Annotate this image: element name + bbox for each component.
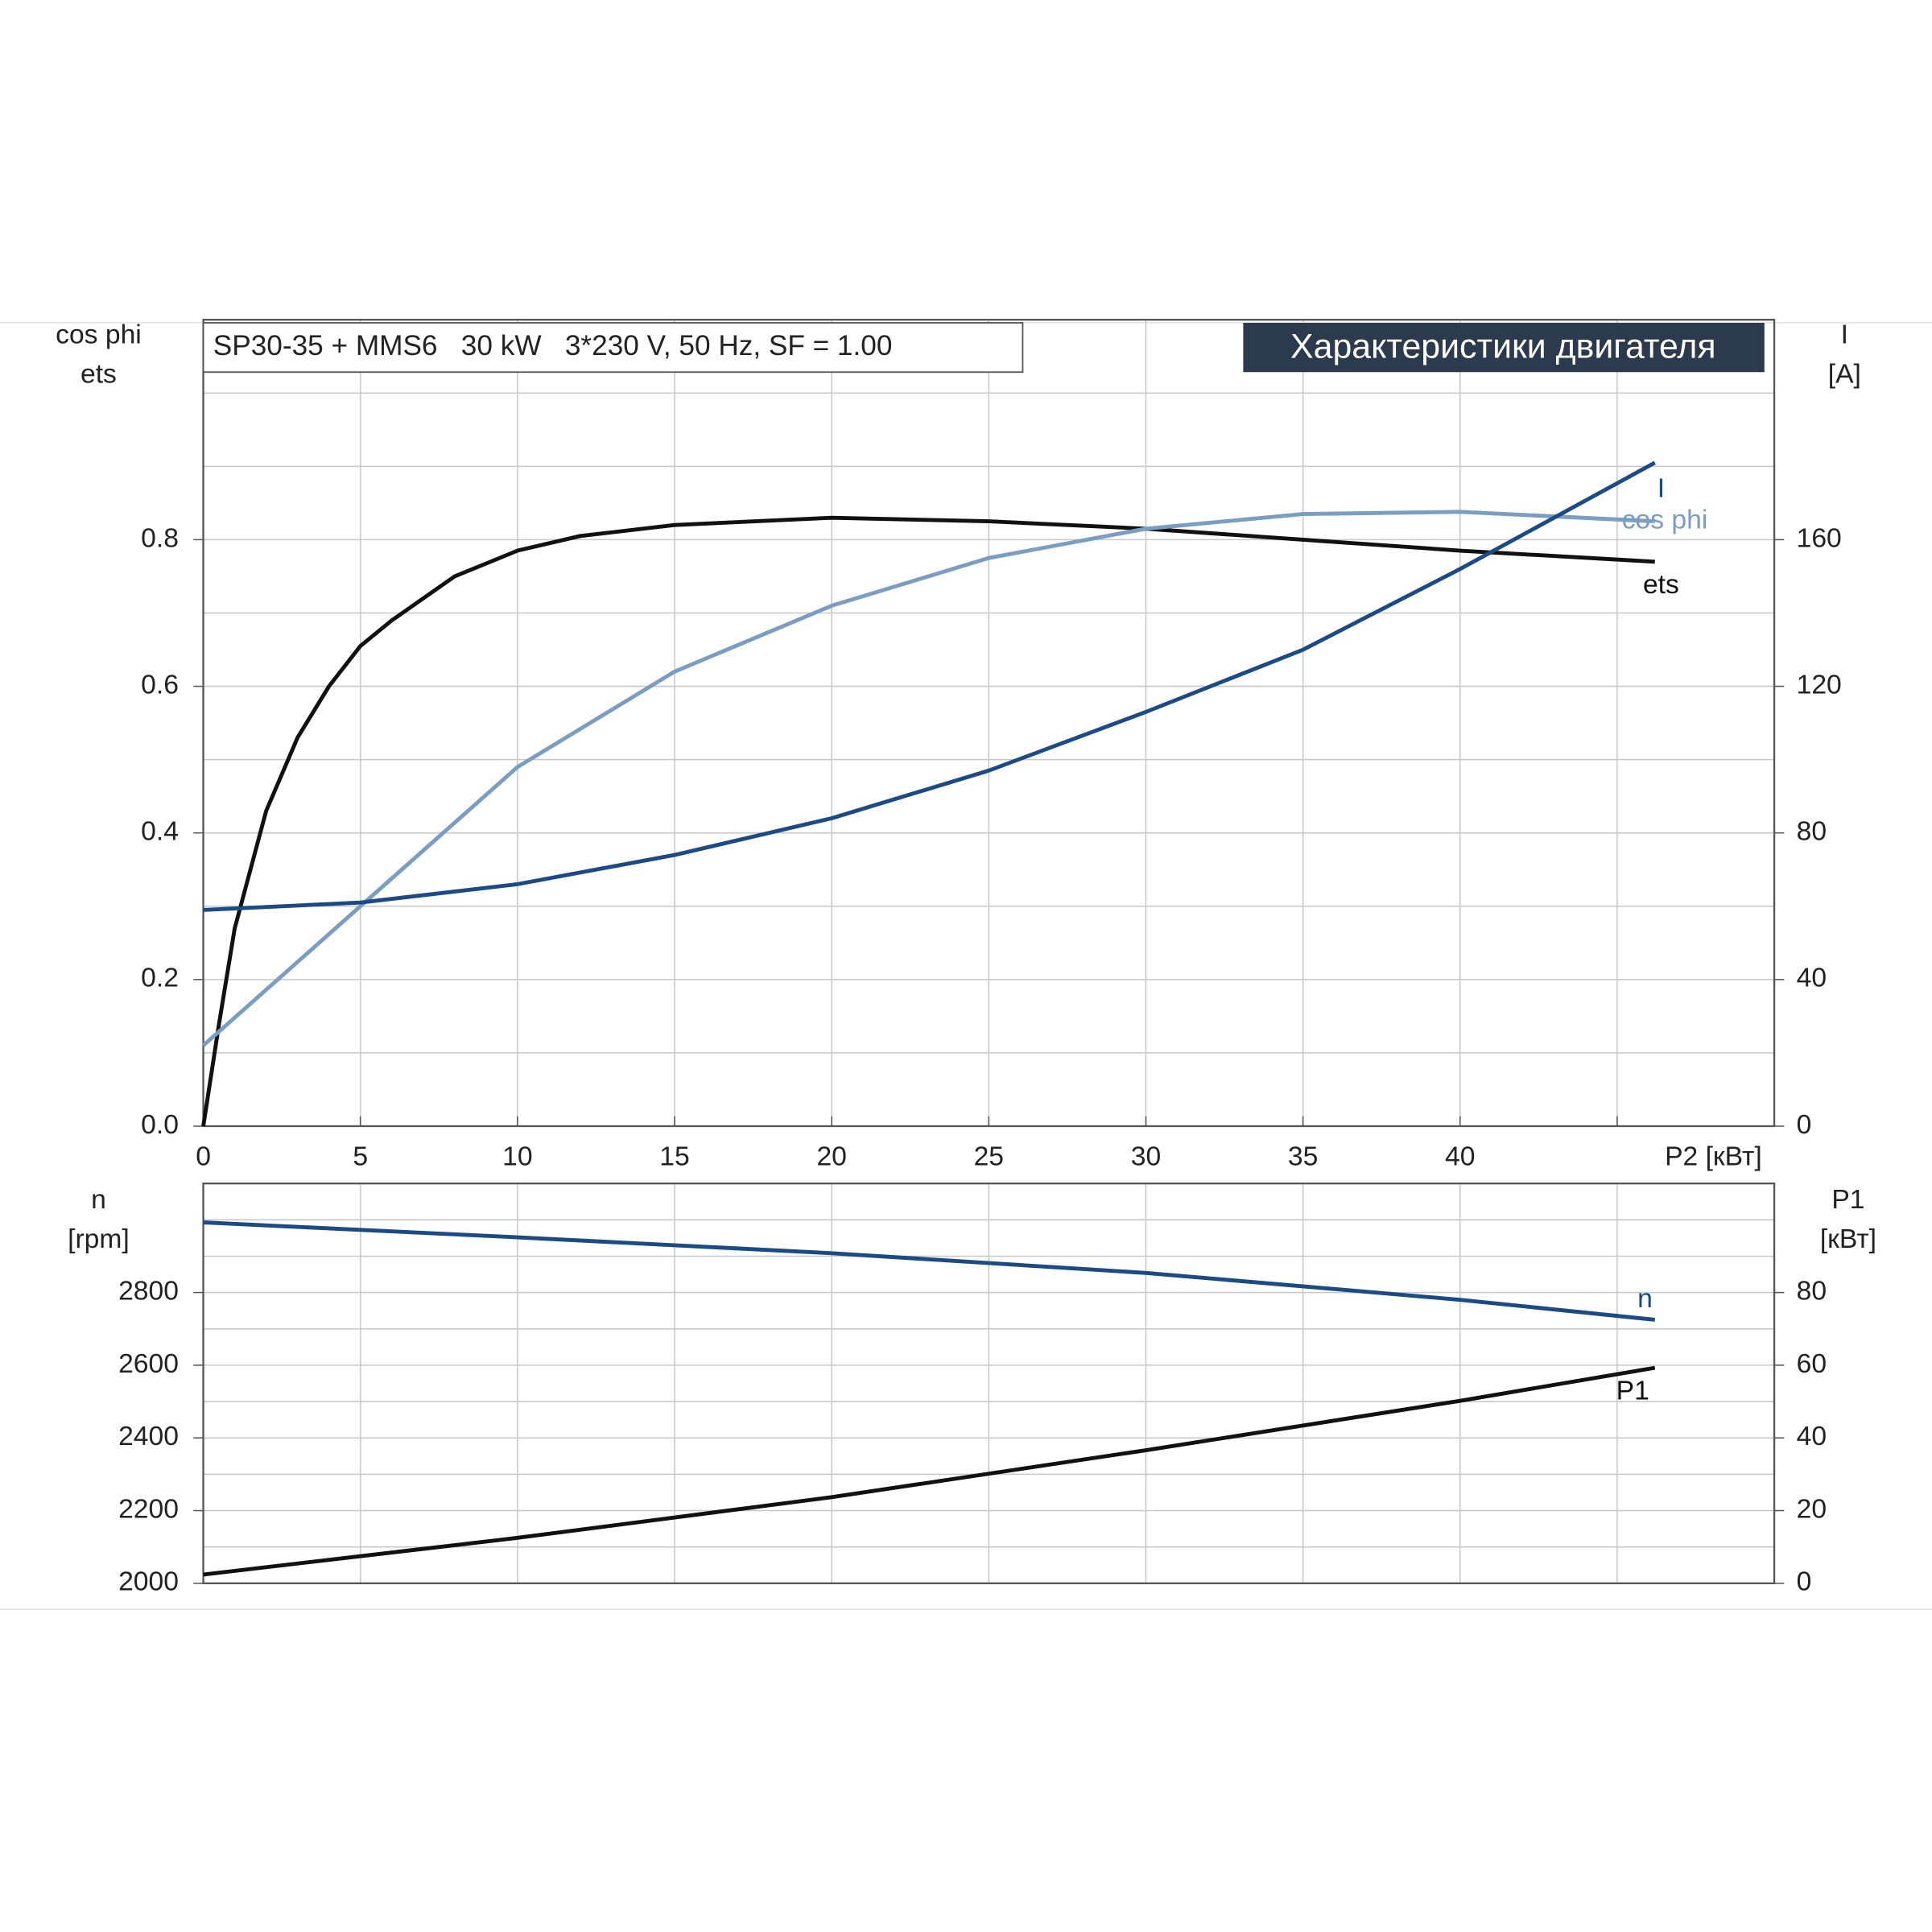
y2-axis-label: [A] <box>1828 360 1861 390</box>
x-tick-label: 30 <box>1131 1142 1161 1172</box>
series-label: I <box>1657 473 1665 503</box>
header-box <box>202 322 1024 374</box>
y-tick-label: 0.4 <box>141 817 179 847</box>
x-tick-label: 10 <box>502 1142 532 1172</box>
series-label: P1 <box>1616 1377 1649 1406</box>
y-tick-label: 0.8 <box>141 523 179 553</box>
header: SP30-35 + MMS6 30 kW 3*230 V, 50 Hz, SF … <box>213 330 893 361</box>
y2-axis-label: P1 <box>1831 1185 1864 1215</box>
x-tick-label: 20 <box>816 1142 846 1172</box>
y-tick-label: 2000 <box>118 1567 179 1597</box>
y2-tick-label: 120 <box>1797 670 1842 700</box>
series-label: cos phi <box>1622 506 1708 535</box>
plot-frame <box>202 1183 1776 1584</box>
y2-tick-label: 40 <box>1797 1422 1827 1451</box>
series-line <box>201 510 1655 1047</box>
title-box <box>1243 323 1765 373</box>
x-tick-label: 25 <box>974 1142 1004 1172</box>
x-axis-label: P2 [кВт] <box>1665 1142 1762 1172</box>
series-line <box>201 515 1655 1127</box>
y2-axis-label: I <box>1841 320 1848 350</box>
x-tick-label: 5 <box>353 1142 368 1172</box>
y-axis-label: n <box>91 1185 106 1215</box>
y-tick-label: 2400 <box>118 1422 179 1451</box>
y2-tick-label: 0 <box>1797 1110 1812 1140</box>
series-label: ets <box>1643 570 1679 600</box>
series-label: n <box>1637 1284 1653 1314</box>
y2-tick-label: 20 <box>1797 1494 1827 1524</box>
series-line <box>203 460 1656 912</box>
y-axis-label: cos phi <box>56 320 142 350</box>
y2-tick-label: 80 <box>1797 817 1827 847</box>
y-tick-label: 0.6 <box>141 670 179 700</box>
series-line <box>203 1220 1656 1322</box>
y2-tick-label: 60 <box>1797 1349 1827 1379</box>
y2-tick-label: 40 <box>1797 964 1827 993</box>
y2-tick-label: 0 <box>1797 1567 1812 1597</box>
y-tick-label: 0.2 <box>141 964 179 993</box>
y2-tick-label: 160 <box>1797 523 1842 553</box>
y-tick-label: 2800 <box>118 1277 179 1307</box>
x-tick-label: 15 <box>659 1142 689 1172</box>
x-tick-label: 0 <box>196 1142 211 1172</box>
y2-tick-label: 80 <box>1797 1277 1827 1307</box>
chart-title: Характеристики двигателя <box>1290 327 1716 365</box>
y-axis-label: [rpm] <box>68 1224 130 1254</box>
y2-axis-label: [кВт] <box>1820 1224 1876 1254</box>
y-tick-label: 2600 <box>118 1349 179 1379</box>
x-tick-label: 35 <box>1288 1142 1318 1172</box>
y-tick-label: 0.0 <box>141 1110 179 1140</box>
y-axis-label: ets <box>80 360 117 390</box>
series-line <box>203 1365 1656 1577</box>
x-tick-label: 40 <box>1445 1142 1475 1172</box>
y-tick-label: 2200 <box>118 1494 179 1524</box>
